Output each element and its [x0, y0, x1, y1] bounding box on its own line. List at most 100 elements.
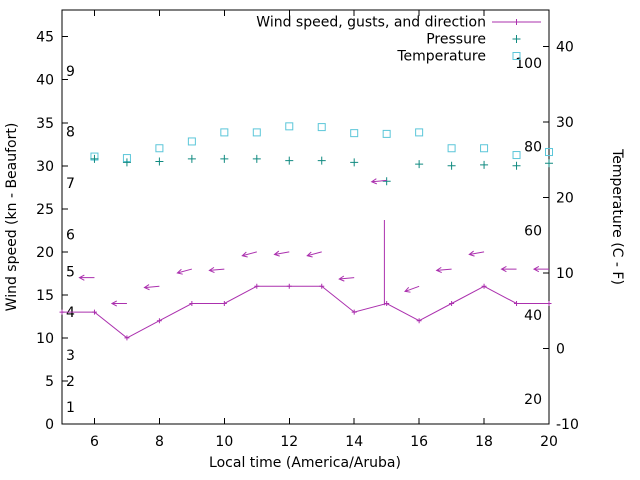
y-right-tick-label: 20 [556, 190, 574, 206]
temperature-point [382, 129, 391, 138]
pressure-point [187, 154, 196, 163]
x-tick-label: 12 [280, 434, 298, 450]
wind-gust-arrow [143, 284, 160, 291]
wind-gust-arrow [532, 266, 549, 273]
temperature-point [415, 128, 424, 137]
wind-gust-arrow [241, 251, 257, 258]
pressure-point [252, 154, 261, 163]
fahrenheit-label: 60 [524, 224, 542, 240]
y-left-tick-label: 30 [36, 159, 54, 175]
x-tick-label: 18 [475, 434, 493, 450]
y-left-axis-title: Wind speed (kn - Beaufort) [4, 123, 20, 312]
x-tick-label: 16 [410, 434, 428, 450]
fahrenheit-label: 100 [515, 56, 542, 72]
wind-gust-arrow [404, 285, 420, 293]
temperature-point [512, 151, 521, 160]
x-tick-label: 6 [90, 434, 99, 450]
wind-gust-arrow [110, 300, 127, 307]
plot-border [61, 9, 550, 425]
beaufort-label: 9 [66, 64, 75, 80]
wind-point [319, 283, 325, 289]
x-tick-label: 8 [155, 434, 164, 450]
temperature-point [285, 122, 294, 131]
temperature-point [220, 128, 229, 137]
temperature-point [545, 148, 553, 157]
beaufort-label: 4 [66, 305, 75, 321]
legend-temperature-label: Temperature [396, 49, 486, 65]
wind-point [91, 309, 97, 315]
wind-gust-arrow [78, 274, 95, 281]
y-left-tick-label: 40 [36, 73, 54, 89]
wind-point [481, 283, 487, 289]
wind-gust-arrow [208, 266, 225, 273]
wind-point [416, 318, 422, 324]
wind-gust-arrow [306, 251, 322, 258]
wind-point [384, 301, 390, 307]
y-left-tick-label: 10 [36, 331, 54, 347]
wind-point [221, 301, 227, 307]
legend-wind-label: Wind speed, gusts, and direction [256, 15, 486, 31]
y-right-tick-label: 30 [556, 115, 574, 131]
y-left-tick-label: 20 [36, 245, 54, 261]
temperature-point [350, 129, 359, 138]
beaufort-label: 8 [66, 124, 75, 140]
temperature-point [317, 123, 326, 132]
legend-temperature-sample [512, 52, 521, 60]
wind-point [254, 283, 260, 289]
pressure-point [382, 177, 391, 186]
x-tick-label: 20 [540, 434, 558, 450]
beaufort-label: 1 [66, 400, 75, 416]
wind-gust-arrow [370, 178, 387, 185]
fahrenheit-label: 40 [524, 308, 542, 324]
wind-gust-arrow [468, 250, 485, 257]
beaufort-label: 3 [66, 348, 75, 364]
y-right-tick-label: -10 [556, 417, 579, 433]
beaufort-label: 7 [66, 176, 75, 192]
beaufort-label: 5 [66, 265, 75, 281]
wind-point [514, 301, 520, 307]
pressure-point [155, 157, 164, 166]
pressure-point [480, 160, 489, 169]
wind-point [286, 283, 292, 289]
wind-point [59, 309, 65, 315]
x-tick-label: 14 [345, 434, 363, 450]
y-right-tick-label: 10 [556, 266, 574, 282]
wind-point [546, 301, 552, 307]
y-right-axis-title: Temperature (C - F) [609, 148, 625, 285]
x-axis-title: Local time (America/Aruba) [209, 455, 401, 471]
y-left-tick-label: 35 [36, 116, 54, 132]
beaufort-label: 2 [66, 374, 75, 390]
temperature-point [447, 144, 456, 153]
y-left-tick-label: 5 [45, 374, 54, 390]
temperature-point [155, 144, 164, 153]
wind-point [156, 318, 162, 324]
wind-gust-arrow [273, 250, 290, 257]
y-left-tick-label: 0 [45, 417, 54, 433]
y-left-tick-label: 25 [36, 202, 54, 218]
pressure-point [447, 161, 456, 170]
pressure-point [90, 154, 99, 163]
wind-point [189, 301, 195, 307]
pressure-point [415, 160, 424, 169]
y-right-tick-label: 40 [556, 39, 574, 55]
temperature-point [480, 144, 489, 153]
pressure-point [545, 159, 553, 168]
beaufort-label: 6 [66, 228, 75, 244]
y-right-tick-label: 0 [556, 341, 565, 357]
wind-gust-arrow [435, 266, 452, 273]
fahrenheit-label: 20 [524, 392, 542, 408]
pressure-point [285, 156, 294, 165]
legend-wind-sample-point [513, 19, 520, 25]
legend-pressure-sample [512, 35, 521, 43]
wind-point [351, 309, 357, 315]
wind-point [449, 301, 455, 307]
wind-line [62, 285, 549, 339]
pressure-point [220, 154, 229, 163]
y-left-tick-label: 15 [36, 288, 54, 304]
wind-point [124, 335, 130, 341]
wind-gust-arrow [500, 266, 517, 273]
y-left-tick-label: 45 [36, 30, 54, 46]
pressure-point [122, 158, 131, 167]
temperature-point [252, 128, 261, 137]
